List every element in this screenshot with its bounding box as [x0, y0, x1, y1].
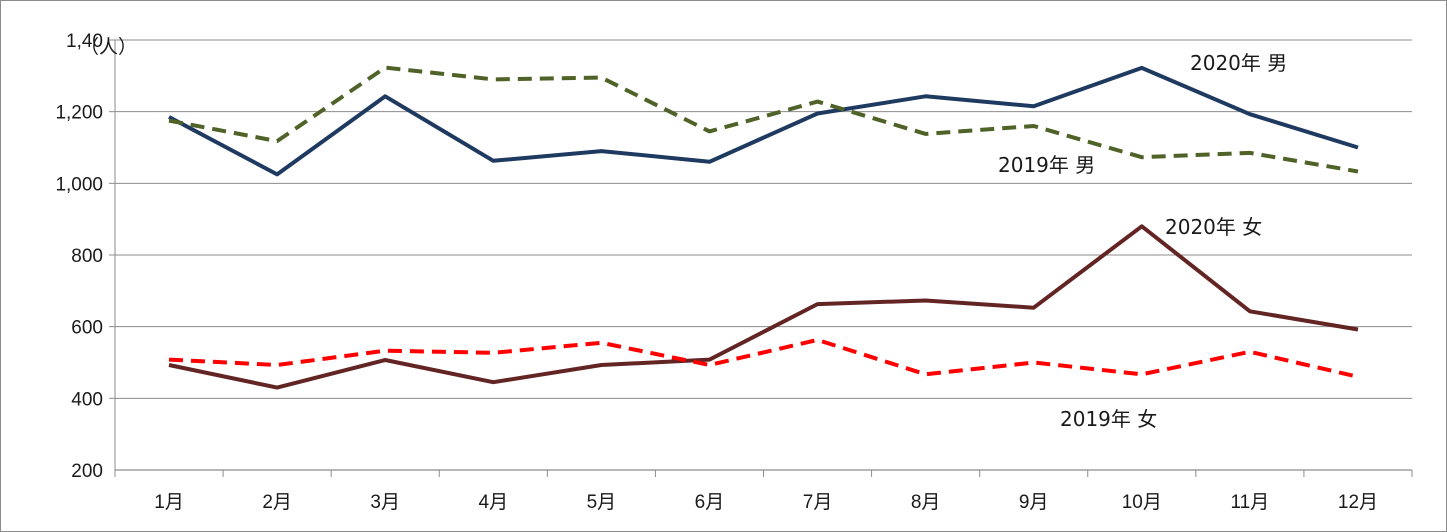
gridlines	[115, 39, 1412, 399]
series-line-3	[168, 337, 1359, 379]
y-tick-label: 1,200	[55, 103, 103, 124]
x-tick-label: 4月	[479, 492, 509, 513]
y-axis-unit-label: （人）	[80, 36, 137, 58]
x-tick-label: 5月	[587, 492, 617, 513]
x-tick-labels: 1月 2月 3月 4月 5月 6月 7月 8月 9月 10月 11月 12月	[154, 492, 1378, 513]
series-line-0	[168, 65, 1359, 177]
series-labels: 2020年 男 2019年 男 2020年 女 2019年 女	[998, 51, 1287, 431]
series-label-0: 2020年 男	[1190, 51, 1287, 75]
y-tick-label: 800	[71, 246, 103, 267]
x-tick-label: 6月	[695, 492, 725, 513]
x-tick-label: 12月	[1338, 492, 1378, 513]
x-tick-label: 8月	[911, 492, 941, 513]
x-tick-label: 10月	[1122, 492, 1162, 513]
axes	[109, 39, 1413, 477]
x-tick-label: 3月	[370, 492, 400, 513]
y-tick-label: 200	[71, 461, 103, 482]
series-lines	[168, 65, 1359, 390]
series-label-1: 2019年 男	[998, 153, 1095, 177]
series-label-3: 2019年 女	[1060, 407, 1157, 431]
series-line-2	[168, 224, 1359, 390]
x-tick-label: 2月	[262, 492, 292, 513]
series-line-1	[168, 65, 1359, 174]
y-tick-label: 400	[71, 389, 103, 410]
y-tick-label: 600	[71, 318, 103, 339]
x-tick-label: 1月	[154, 492, 184, 513]
series-label-2: 2020年 女	[1165, 215, 1262, 239]
x-tick-label: 11月	[1231, 492, 1270, 513]
x-tick-label: 7月	[803, 492, 833, 513]
y-tick-labels: 200 400 600 800 1,000 1,200 1,40	[55, 31, 103, 482]
y-tick-label: 1,40	[66, 31, 103, 52]
y-tick-label: 1,000	[55, 174, 103, 195]
x-tick-label: 9月	[1019, 492, 1049, 513]
